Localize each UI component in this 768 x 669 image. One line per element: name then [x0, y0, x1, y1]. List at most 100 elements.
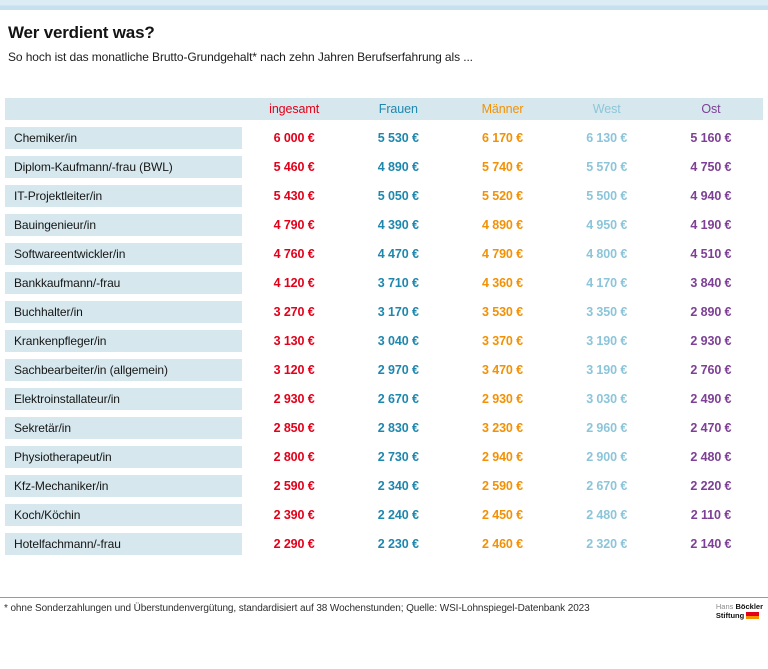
salary-value-ingesamt: 3 270 € — [242, 301, 347, 323]
salary-value-ost: 2 480 € — [658, 446, 764, 468]
page-title: Wer verdient was? — [8, 23, 155, 42]
salary-value-ost: 2 760 € — [658, 359, 764, 381]
column-header-ingesamt: ingesamt — [269, 102, 320, 116]
salary-value-west: 3 030 € — [554, 388, 659, 410]
salary-value-frauen: 3 710 € — [346, 272, 451, 294]
salary-value-west: 2 480 € — [554, 504, 659, 526]
salary-value-ingesamt: 2 930 € — [242, 388, 347, 410]
salary-value-frauen: 5 530 € — [346, 127, 451, 149]
salary-value-ost: 3 840 € — [658, 272, 764, 294]
header: Wer verdient was? So hoch ist das monatl… — [0, 10, 768, 65]
page-subtitle: So hoch ist das monatliche Brutto-Grundg… — [8, 50, 473, 64]
table-row: Chemiker/in 6 000 €5 530 €6 170 €6 130 €… — [5, 127, 764, 149]
salary-value-ingesamt: 3 130 € — [242, 330, 347, 352]
salary-value-frauen: 4 390 € — [346, 214, 451, 236]
table-row: Krankenpfleger/in 3 130 €3 040 €3 370 €3… — [5, 330, 764, 352]
salary-value-maenner: 5 740 € — [450, 156, 555, 178]
salary-value-west: 4 800 € — [554, 243, 659, 265]
salary-value-west: 4 170 € — [554, 272, 659, 294]
table-row: Koch/Köchin 2 390 €2 240 €2 450 €2 480 €… — [5, 504, 764, 526]
table-row: Hotelfachmann/-frau 2 290 €2 230 €2 460 … — [5, 533, 764, 555]
salary-value-frauen: 2 830 € — [346, 417, 451, 439]
hans-boeckler-stiftung-logo: Hans Böckler Stiftung — [716, 602, 763, 620]
salary-value-maenner: 2 930 € — [450, 388, 555, 410]
salary-value-ost: 2 220 € — [658, 475, 764, 497]
salary-value-maenner: 3 530 € — [450, 301, 555, 323]
salary-value-frauen: 2 970 € — [346, 359, 451, 381]
salary-value-frauen: 4 890 € — [346, 156, 451, 178]
salary-value-frauen: 2 730 € — [346, 446, 451, 468]
profession-label: Physiotherapeut/in — [5, 446, 242, 468]
table-row: Physiotherapeut/in 2 800 €2 730 €2 940 €… — [5, 446, 764, 468]
salary-value-frauen: 2 670 € — [346, 388, 451, 410]
salary-value-ingesamt: 2 850 € — [242, 417, 347, 439]
profession-label: Elektroinstallateur/in — [5, 388, 242, 410]
salary-value-ost: 2 110 € — [658, 504, 764, 526]
salary-value-maenner: 2 460 € — [450, 533, 555, 555]
profession-label: Sekretär/in — [5, 417, 242, 439]
salary-value-ost: 5 160 € — [658, 127, 764, 149]
table-row: Softwareentwickler/in 4 760 €4 470 €4 79… — [5, 243, 764, 265]
salary-value-ost: 2 890 € — [658, 301, 764, 323]
salary-value-maenner: 3 470 € — [450, 359, 555, 381]
salary-value-ingesamt: 2 390 € — [242, 504, 347, 526]
salary-value-ingesamt: 5 460 € — [242, 156, 347, 178]
salary-value-ost: 2 490 € — [658, 388, 764, 410]
salary-value-maenner: 4 890 € — [450, 214, 555, 236]
profession-label: Chemiker/in — [5, 127, 242, 149]
salary-value-frauen: 5 050 € — [346, 185, 451, 207]
salary-value-ost: 2 470 € — [658, 417, 764, 439]
salary-value-west: 5 570 € — [554, 156, 659, 178]
salary-value-ost: 2 140 € — [658, 533, 764, 555]
column-header-west: West — [592, 102, 621, 116]
profession-label: Kfz-Mechaniker/in — [5, 475, 242, 497]
salary-value-ingesamt: 2 800 € — [242, 446, 347, 468]
table-row: Sachbearbeiter/in (allgemein) 3 120 €2 9… — [5, 359, 764, 381]
profession-label: Sachbearbeiter/in (allgemein) — [5, 359, 242, 381]
salary-value-frauen: 3 040 € — [346, 330, 451, 352]
salary-value-ost: 4 190 € — [658, 214, 764, 236]
salary-value-west: 4 950 € — [554, 214, 659, 236]
table-row: Kfz-Mechaniker/in 2 590 €2 340 €2 590 €2… — [5, 475, 764, 497]
profession-label: Krankenpfleger/in — [5, 330, 242, 352]
salary-value-frauen: 3 170 € — [346, 301, 451, 323]
table-row: Bauingenieur/in 4 790 €4 390 €4 890 €4 9… — [5, 214, 764, 236]
salary-value-west: 2 670 € — [554, 475, 659, 497]
salary-value-maenner: 2 590 € — [450, 475, 555, 497]
salary-value-maenner: 6 170 € — [450, 127, 555, 149]
footer: * ohne Sonderzahlungen und Überstundenve… — [0, 597, 768, 620]
profession-label: Hotelfachmann/-frau — [5, 533, 242, 555]
salary-value-frauen: 2 240 € — [346, 504, 451, 526]
salary-value-ost: 2 930 € — [658, 330, 764, 352]
salary-value-maenner: 4 790 € — [450, 243, 555, 265]
column-header-maenner: Männer — [481, 102, 524, 116]
salary-value-ingesamt: 4 790 € — [242, 214, 347, 236]
salary-value-ost: 4 940 € — [658, 185, 764, 207]
salary-value-ingesamt: 4 120 € — [242, 272, 347, 294]
column-header-frauen: Frauen — [378, 102, 418, 116]
salary-value-maenner: 3 370 € — [450, 330, 555, 352]
profession-label: Koch/Köchin — [5, 504, 242, 526]
salary-value-west: 5 500 € — [554, 185, 659, 207]
table-row: Sekretär/in 2 850 €2 830 €3 230 €2 960 €… — [5, 417, 764, 439]
table-row: IT-Projektleiter/in 5 430 €5 050 €5 520 … — [5, 185, 764, 207]
salary-value-ingesamt: 5 430 € — [242, 185, 347, 207]
salary-value-ingesamt: 4 760 € — [242, 243, 347, 265]
salary-value-maenner: 2 940 € — [450, 446, 555, 468]
profession-label: Bauingenieur/in — [5, 214, 242, 236]
header-label-spacer — [5, 98, 242, 120]
salary-value-west: 3 190 € — [554, 330, 659, 352]
table-row: Elektroinstallateur/in 2 930 €2 670 €2 9… — [5, 388, 764, 410]
salary-value-maenner: 5 520 € — [450, 185, 555, 207]
salary-value-ost: 4 510 € — [658, 243, 764, 265]
salary-value-west: 2 960 € — [554, 417, 659, 439]
salary-value-ingesamt: 2 590 € — [242, 475, 347, 497]
salary-value-frauen: 4 470 € — [346, 243, 451, 265]
source-note: * ohne Sonderzahlungen und Überstundenve… — [4, 603, 590, 614]
table-row: Bankkaufmann/-frau 4 120 €3 710 €4 360 €… — [5, 272, 764, 294]
salary-value-frauen: 2 340 € — [346, 475, 451, 497]
salary-value-west: 3 350 € — [554, 301, 659, 323]
profession-label: Softwareentwickler/in — [5, 243, 242, 265]
salary-value-ingesamt: 2 290 € — [242, 533, 347, 555]
